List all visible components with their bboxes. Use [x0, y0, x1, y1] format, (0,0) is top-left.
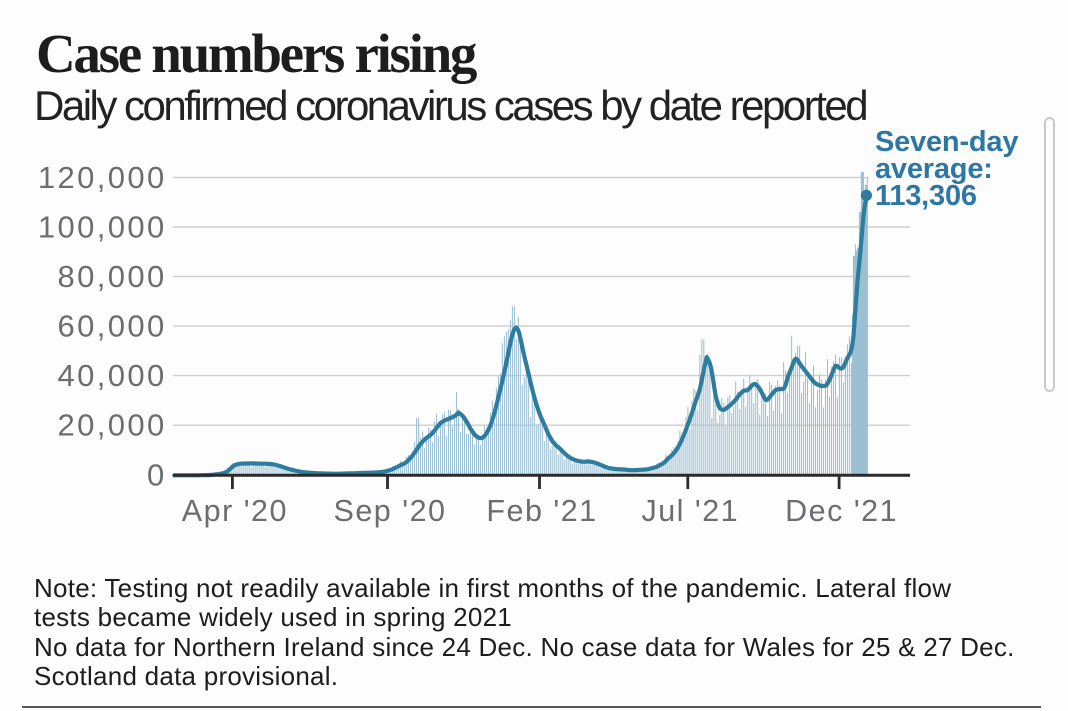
svg-text:Dec '21: Dec '21 — [785, 494, 898, 528]
svg-text:Jul '21: Jul '21 — [641, 494, 739, 528]
svg-text:Sep '20: Sep '20 — [334, 494, 447, 528]
svg-text:60,000: 60,000 — [57, 309, 166, 344]
svg-text:Feb '21: Feb '21 — [486, 494, 597, 528]
svg-text:40,000: 40,000 — [57, 358, 166, 393]
svg-text:120,000: 120,000 — [38, 160, 167, 195]
svg-text:20,000: 20,000 — [57, 408, 166, 443]
svg-text:100,000: 100,000 — [38, 210, 167, 245]
svg-text:0: 0 — [147, 457, 167, 492]
svg-text:80,000: 80,000 — [57, 259, 166, 294]
svg-text:Apr '20: Apr '20 — [182, 494, 288, 528]
